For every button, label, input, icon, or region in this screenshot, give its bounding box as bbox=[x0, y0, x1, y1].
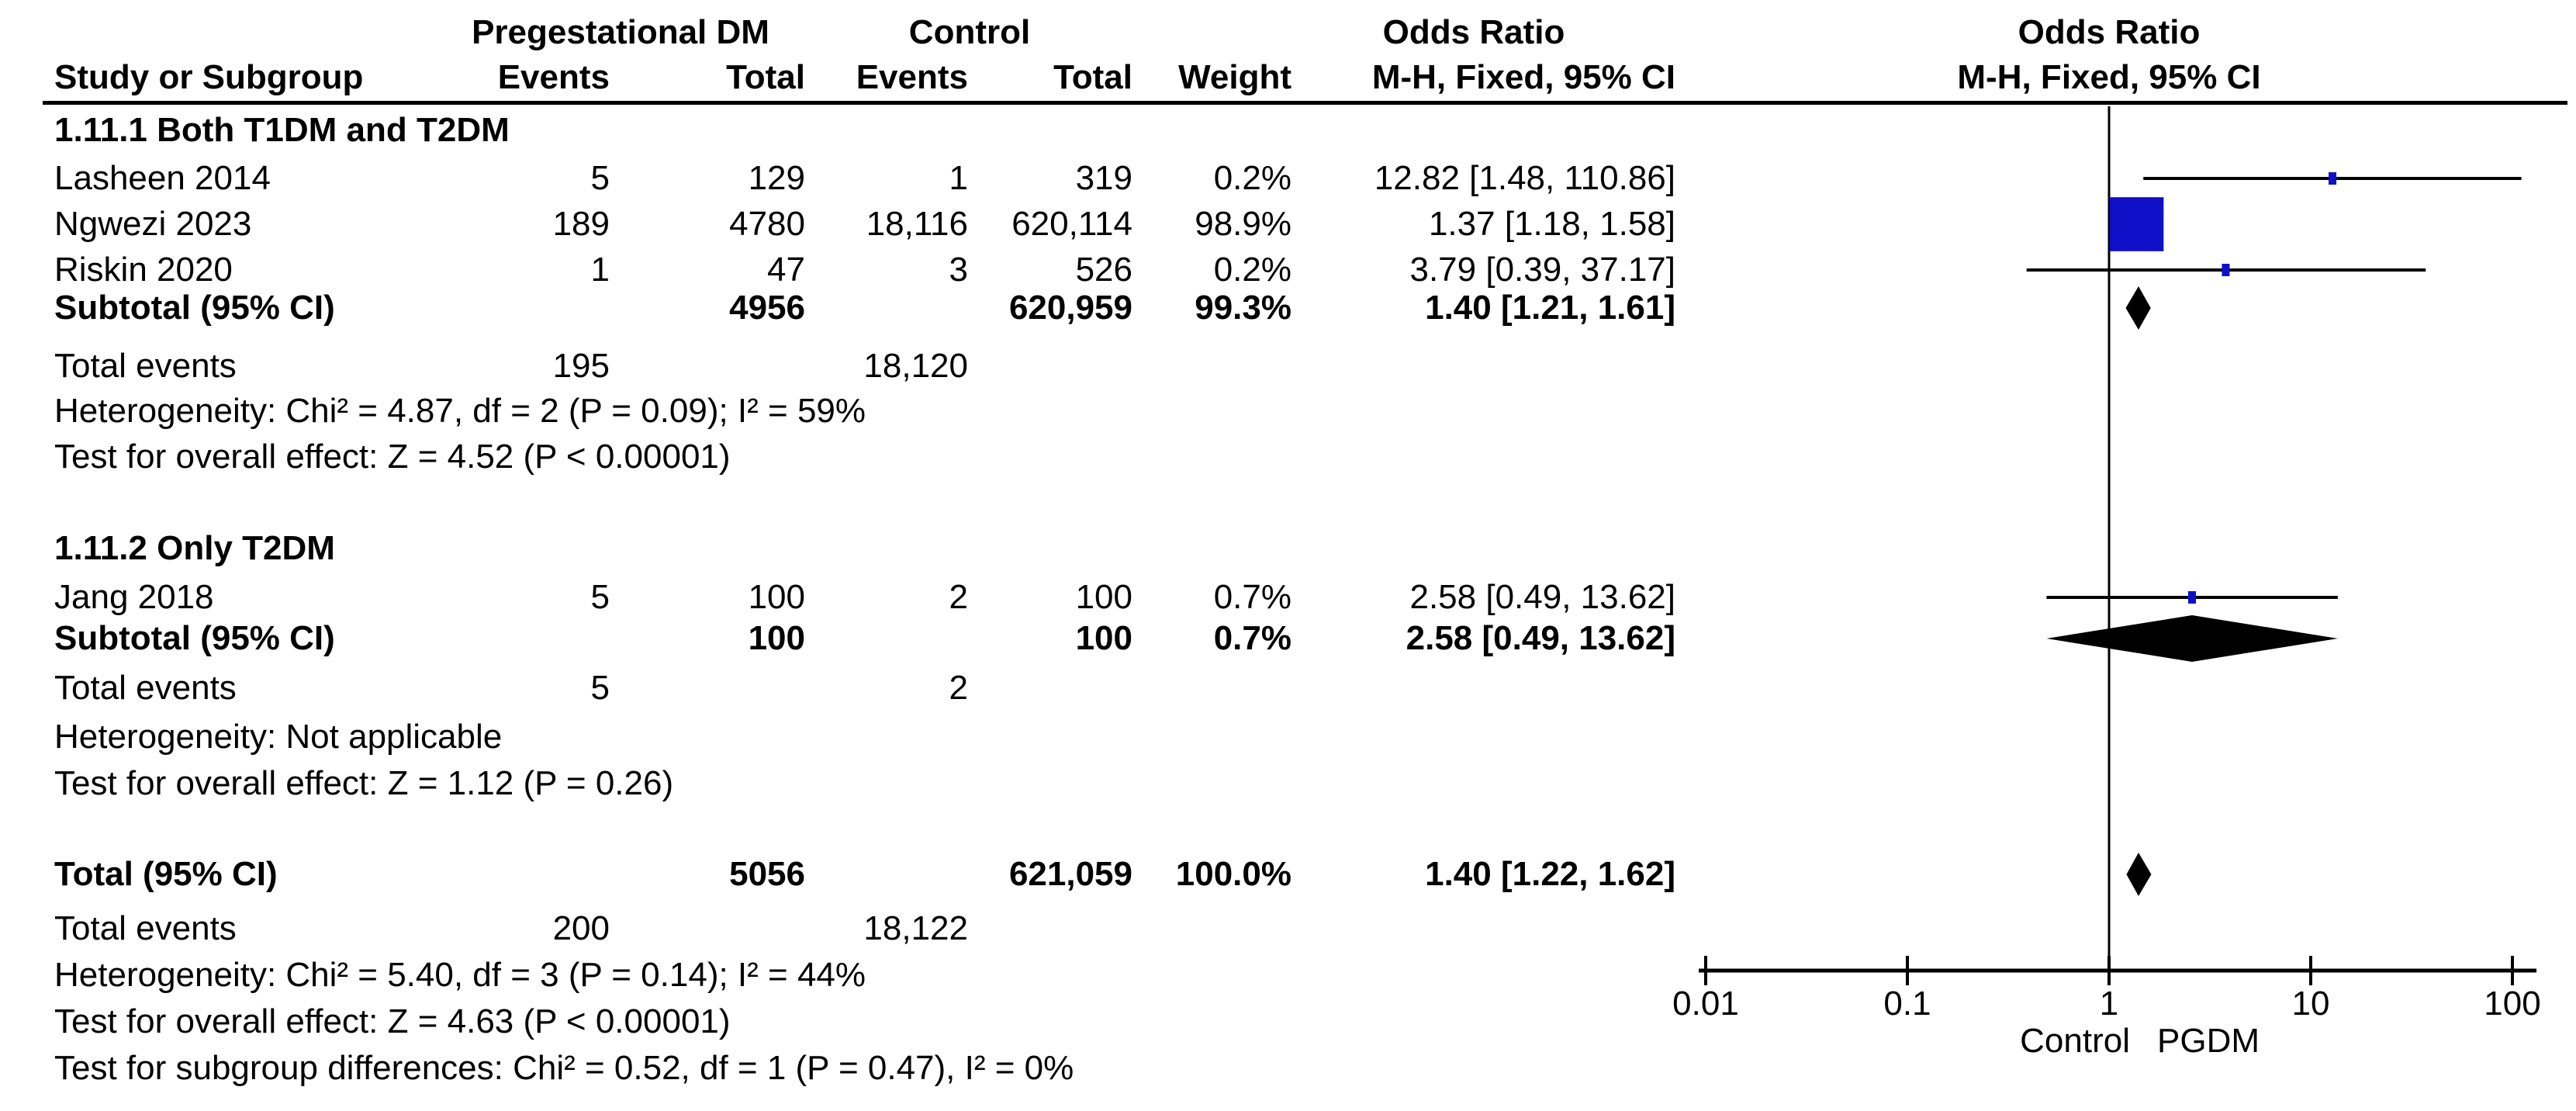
subtotal-total-control: 100 bbox=[1075, 619, 1132, 657]
subtotal-label: Subtotal (95% CI) bbox=[54, 289, 335, 327]
weight: 0.2% bbox=[1213, 159, 1291, 197]
or-ci-text: 12.82 [1.48, 110.86] bbox=[1374, 159, 1675, 197]
study-name: Jang 2018 bbox=[54, 578, 214, 616]
total-pgdm: 129 bbox=[748, 159, 805, 197]
group-label-control: Control bbox=[908, 13, 1031, 51]
x-axis-tick-label: 10 bbox=[2292, 985, 2330, 1023]
events-pgdm: 5 bbox=[590, 159, 610, 197]
study-name: Riskin 2020 bbox=[54, 251, 233, 289]
events-pgdm: 189 bbox=[552, 205, 610, 243]
heterogeneity-text: Heterogeneity: Not applicable bbox=[54, 718, 503, 756]
total-events-label: Total events bbox=[54, 347, 237, 385]
col-total-pgdm-header: Total bbox=[726, 58, 805, 96]
or-ci-text: 2.58 [0.49, 13.62] bbox=[1409, 578, 1675, 616]
subtotal-weight: 99.3% bbox=[1195, 289, 1291, 327]
subgroup-differences-text: Test for subgroup differences: Chi² = 0.… bbox=[54, 1049, 1074, 1087]
x-axis-tick-label: 0.1 bbox=[1883, 985, 1931, 1023]
heterogeneity-text: Heterogeneity: Chi² = 4.87, df = 2 (P = … bbox=[54, 392, 866, 430]
col-events-control-header: Events bbox=[856, 58, 968, 96]
total-events-control: 18,120 bbox=[863, 347, 968, 385]
header-rule bbox=[43, 101, 2567, 105]
x-axis-tick-label: 100 bbox=[2484, 985, 2540, 1023]
subtotal-or-ci: 1.40 [1.21, 1.61] bbox=[1425, 289, 1675, 327]
subtotal-weight: 0.7% bbox=[1213, 619, 1291, 657]
total-events-control: 2 bbox=[949, 669, 968, 707]
study-name: Ngwezi 2023 bbox=[54, 205, 252, 243]
col-study-header: Study or Subgroup bbox=[54, 58, 364, 96]
section-title: 1.11.2 Only T2DM bbox=[54, 529, 335, 567]
total-events-pgdm: 200 bbox=[552, 909, 610, 947]
events-control: 1 bbox=[949, 159, 968, 197]
subtotal-total-pgdm: 100 bbox=[748, 619, 805, 657]
total-events-pgdm: 195 bbox=[552, 347, 610, 385]
overall-effect-text: Test for overall effect: Z = 4.52 (P < 0… bbox=[54, 438, 731, 476]
total-control: 620,114 bbox=[1011, 205, 1132, 243]
total-pgdm: 47 bbox=[767, 251, 805, 289]
total-pgdm: 100 bbox=[748, 578, 805, 616]
axis-label-control: Control bbox=[2020, 1022, 2130, 1060]
col-weight-header: Weight bbox=[1178, 58, 1291, 96]
or-ci-text: 3.79 [0.39, 37.17] bbox=[1409, 251, 1675, 289]
events-pgdm: 5 bbox=[590, 578, 610, 616]
total-total-pgdm: 5056 bbox=[729, 855, 805, 893]
or-column-title: Odds Ratio bbox=[1382, 13, 1565, 51]
axis-label-pgdm: PGDM bbox=[2157, 1022, 2260, 1060]
group-label-pgdm: Pregestational DM bbox=[472, 13, 769, 51]
plot-subtitle: M-H, Fixed, 95% CI bbox=[1957, 58, 2261, 96]
total-control: 319 bbox=[1075, 159, 1132, 197]
subtotal-or-ci: 2.58 [0.49, 13.62] bbox=[1406, 619, 1675, 657]
total-pgdm: 4780 bbox=[729, 205, 805, 243]
total-control: 100 bbox=[1075, 578, 1132, 616]
heterogeneity-text: Heterogeneity: Chi² = 5.40, df = 3 (P = … bbox=[54, 956, 866, 994]
point-estimate-marker bbox=[2329, 172, 2337, 185]
point-estimate-marker bbox=[2222, 264, 2230, 276]
total-weight: 100.0% bbox=[1175, 855, 1291, 893]
total-or-ci: 1.40 [1.22, 1.62] bbox=[1425, 855, 1675, 893]
or-ci-text: 1.37 [1.18, 1.58] bbox=[1428, 205, 1675, 243]
weight: 98.9% bbox=[1195, 205, 1291, 243]
section-title: 1.11.1 Both T1DM and T2DM bbox=[54, 111, 510, 149]
total-events-pgdm: 5 bbox=[590, 669, 610, 707]
subtotal-total-pgdm: 4956 bbox=[729, 289, 805, 327]
pooled-diamond bbox=[2125, 286, 2151, 330]
col-events-pgdm-header: Events bbox=[497, 58, 610, 96]
total-events-label: Total events bbox=[54, 909, 237, 947]
events-control: 18,116 bbox=[866, 205, 968, 243]
total-label: Total (95% CI) bbox=[54, 855, 278, 893]
total-control: 526 bbox=[1075, 251, 1132, 289]
total-total-control: 621,059 bbox=[1008, 855, 1132, 893]
point-estimate-marker bbox=[2188, 591, 2197, 604]
x-axis-tick-label: 0.01 bbox=[1672, 985, 1739, 1023]
pooled-diamond bbox=[2126, 853, 2152, 896]
events-pgdm: 1 bbox=[590, 251, 610, 289]
events-control: 3 bbox=[949, 251, 968, 289]
overall-effect-text: Test for overall effect: Z = 4.63 (P < 0… bbox=[54, 1002, 731, 1040]
col-total-control-header: Total bbox=[1053, 58, 1132, 96]
total-events-control: 18,122 bbox=[863, 909, 968, 947]
pooled-diamond bbox=[2046, 615, 2338, 662]
study-name: Lasheen 2014 bbox=[54, 159, 271, 197]
col-or-ci-header: M-H, Fixed, 95% CI bbox=[1371, 58, 1675, 96]
plot-title: Odds Ratio bbox=[2018, 13, 2201, 51]
subtotal-label: Subtotal (95% CI) bbox=[54, 619, 335, 657]
overall-effect-text: Test for overall effect: Z = 1.12 (P = 0… bbox=[54, 764, 674, 802]
point-estimate-marker bbox=[2109, 197, 2164, 251]
weight: 0.2% bbox=[1213, 251, 1291, 289]
weight: 0.7% bbox=[1213, 578, 1291, 616]
subtotal-total-control: 620,959 bbox=[1008, 289, 1132, 327]
x-axis-tick-label: 1 bbox=[2100, 985, 2118, 1023]
total-events-label: Total events bbox=[54, 669, 237, 707]
events-control: 2 bbox=[949, 578, 968, 616]
